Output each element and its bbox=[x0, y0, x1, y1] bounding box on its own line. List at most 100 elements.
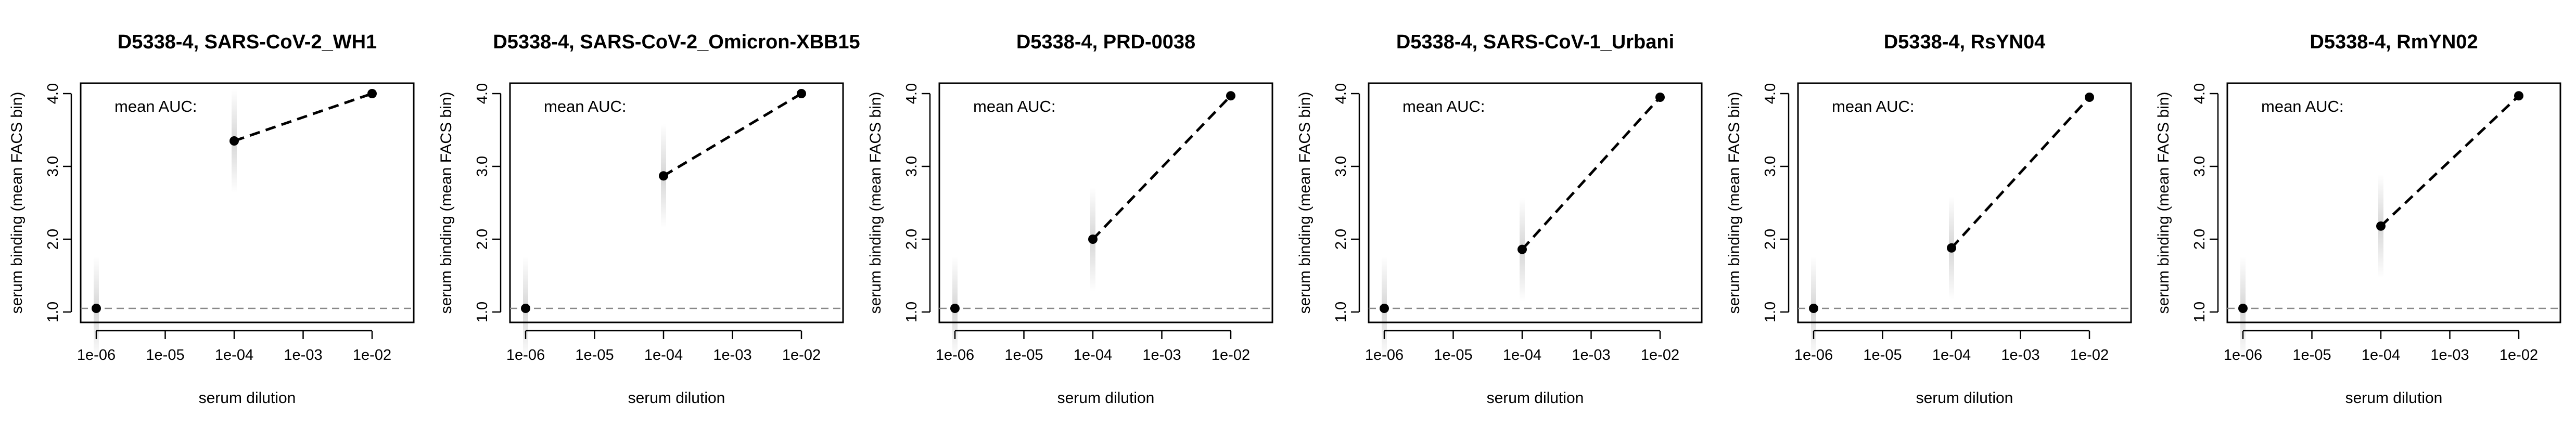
y-tick-label: 3.0 bbox=[1762, 156, 1779, 177]
y-tick-label: 4.0 bbox=[903, 83, 920, 104]
x-tick-label: 1e-05 bbox=[1434, 347, 1472, 363]
chart-title: D5338-4, RsYN04 bbox=[1884, 31, 2046, 53]
plot-frame bbox=[509, 82, 844, 323]
x-tick-label: 1e-02 bbox=[782, 347, 821, 363]
x-tick-label: 1e-03 bbox=[713, 347, 751, 363]
data-point bbox=[1655, 93, 1665, 102]
data-point bbox=[1947, 243, 1956, 253]
x-tick-label: 1e-05 bbox=[575, 347, 614, 363]
chart-panel: D5338-4, RmYN021.02.03.04.01e-061e-051e-… bbox=[2155, 31, 2561, 407]
y-tick-label: 1.0 bbox=[903, 302, 920, 322]
y-tick-label: 1.0 bbox=[474, 302, 491, 322]
y-tick-label: 4.0 bbox=[1333, 83, 1349, 104]
data-point bbox=[229, 136, 239, 146]
x-tick-label: 1e-03 bbox=[284, 347, 322, 363]
x-tick-label: 1e-02 bbox=[1641, 347, 1679, 363]
mean-auc-annotation: mean AUC: bbox=[114, 97, 197, 115]
chart-panel: D5338-4, RsYN041.02.03.04.01e-061e-051e-… bbox=[1726, 31, 2132, 407]
x-axis-label: serum dilution bbox=[199, 389, 296, 407]
data-point bbox=[1088, 235, 1098, 244]
x-tick-label: 1e-03 bbox=[1572, 347, 1610, 363]
data-point bbox=[950, 304, 960, 313]
plot-frame bbox=[938, 82, 1273, 323]
y-tick-label: 4.0 bbox=[1762, 83, 1779, 104]
x-axis-label: serum dilution bbox=[1916, 389, 2013, 407]
y-tick-label: 1.0 bbox=[1333, 302, 1349, 322]
mean-auc-annotation: mean AUC: bbox=[1832, 97, 1915, 115]
x-tick-label: 1e-04 bbox=[215, 347, 253, 363]
y-axis-label: serum binding (mean FACS bin) bbox=[1726, 92, 1743, 314]
y-tick-label: 1.0 bbox=[45, 302, 61, 322]
plot-frame bbox=[1368, 82, 1703, 323]
y-axis-label: serum binding (mean FACS bin) bbox=[438, 92, 455, 314]
x-tick-label: 1e-02 bbox=[1212, 347, 1250, 363]
x-tick-label: 1e-03 bbox=[1142, 347, 1181, 363]
chart-panel: D5338-4, PRD-00381.02.03.04.01e-061e-051… bbox=[867, 31, 1273, 407]
data-point bbox=[797, 89, 806, 98]
mean-auc-annotation: mean AUC: bbox=[1402, 97, 1485, 115]
x-tick-label: 1e-05 bbox=[146, 347, 184, 363]
plot-frame bbox=[2226, 82, 2561, 323]
y-tick-label: 2.0 bbox=[1762, 229, 1779, 250]
x-tick-label: 1e-05 bbox=[2292, 347, 2331, 363]
data-point bbox=[521, 304, 530, 313]
y-axis-label: serum binding (mean FACS bin) bbox=[2155, 92, 2172, 314]
data-point bbox=[92, 304, 101, 313]
x-axis-label: serum dilution bbox=[1487, 389, 1584, 407]
data-point bbox=[2238, 304, 2248, 313]
series-line bbox=[1521, 96, 1661, 251]
data-point bbox=[1809, 304, 1818, 313]
x-tick-label: 1e-04 bbox=[1074, 347, 1112, 363]
y-tick-label: 4.0 bbox=[45, 83, 61, 104]
chart-title: D5338-4, SARS-CoV-1_Urbani bbox=[1396, 31, 1674, 53]
series-line bbox=[2380, 95, 2520, 227]
y-tick-label: 2.0 bbox=[2191, 229, 2208, 250]
x-axis-label: serum dilution bbox=[2345, 389, 2443, 407]
chart-panel: D5338-4, SARS-CoV-2_WH11.02.03.04.01e-06… bbox=[8, 31, 415, 407]
series-line bbox=[662, 92, 802, 177]
y-tick-label: 2.0 bbox=[474, 229, 491, 250]
x-axis-label: serum dilution bbox=[628, 389, 725, 407]
x-tick-label: 1e-05 bbox=[1863, 347, 1902, 363]
y-tick-label: 1.0 bbox=[2191, 302, 2208, 322]
x-tick-label: 1e-03 bbox=[2430, 347, 2469, 363]
plot-frame bbox=[1797, 82, 2132, 323]
series-line bbox=[1092, 95, 1232, 240]
y-tick-label: 3.0 bbox=[903, 156, 920, 177]
data-point bbox=[2085, 93, 2094, 102]
x-tick-label: 1e-02 bbox=[2070, 347, 2109, 363]
x-tick-label: 1e-04 bbox=[1932, 347, 1971, 363]
y-tick-label: 3.0 bbox=[1333, 156, 1349, 177]
x-tick-label: 1e-04 bbox=[1503, 347, 1541, 363]
y-tick-label: 3.0 bbox=[2191, 156, 2208, 177]
data-point bbox=[1380, 304, 1389, 313]
x-tick-label: 1e-02 bbox=[353, 347, 391, 363]
chart-title: D5338-4, PRD-0038 bbox=[1016, 31, 1195, 53]
x-tick-label: 1e-02 bbox=[2500, 347, 2538, 363]
x-tick-label: 1e-05 bbox=[1004, 347, 1043, 363]
y-tick-label: 2.0 bbox=[903, 229, 920, 250]
y-axis-label: serum binding (mean FACS bin) bbox=[1296, 92, 1313, 314]
y-tick-label: 3.0 bbox=[474, 156, 491, 177]
x-tick-label: 1e-04 bbox=[2362, 347, 2400, 363]
x-axis-label: serum dilution bbox=[1057, 389, 1155, 407]
y-tick-label: 1.0 bbox=[1762, 302, 1779, 322]
data-point bbox=[659, 171, 668, 181]
chart-panel: D5338-4, SARS-CoV-2_Omicron-XBB15 1.0 2.0 3… bbox=[438, 31, 860, 407]
chart-title: D5338-4, SARS-CoV-2_WH1 bbox=[118, 31, 377, 53]
y-axis-label: serum binding (mean FACS bin) bbox=[8, 92, 25, 314]
chart-title: D5338-4, SARS-CoV-2_Omicron-XBB15 bbox=[493, 31, 860, 53]
series-line bbox=[234, 92, 373, 142]
y-tick-label: 2.0 bbox=[1333, 229, 1349, 250]
y-tick-label: 4.0 bbox=[474, 83, 491, 104]
y-tick-label: 4.0 bbox=[2191, 83, 2208, 104]
mean-auc-annotation: mean AUC: bbox=[544, 97, 627, 115]
data-point bbox=[367, 89, 377, 98]
data-point bbox=[2514, 91, 2523, 101]
chart-title: D5338-4, RmYN02 bbox=[2310, 31, 2478, 53]
data-point bbox=[1226, 91, 1235, 101]
x-tick-label: 1e-03 bbox=[2001, 347, 2039, 363]
plot-frame bbox=[80, 82, 415, 323]
y-tick-label: 2.0 bbox=[45, 229, 61, 250]
